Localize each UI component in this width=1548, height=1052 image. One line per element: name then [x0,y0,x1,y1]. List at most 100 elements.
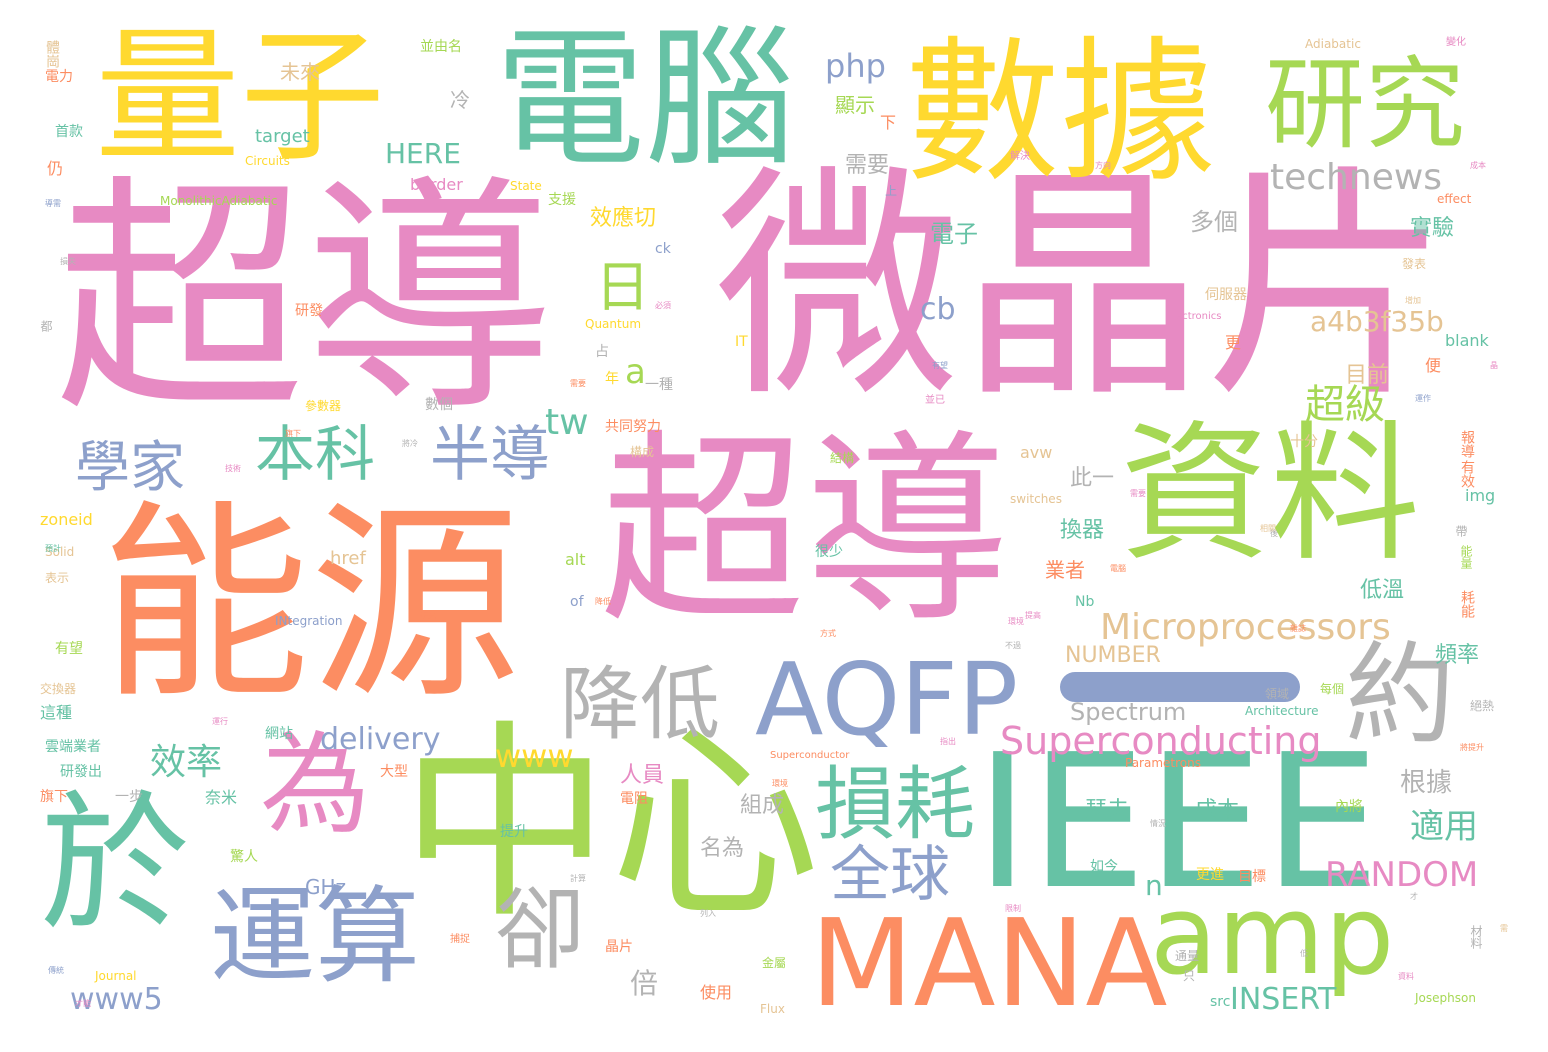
cloud-word: 需要 [1130,489,1146,498]
cloud-word: 降低 [560,658,720,751]
cloud-word: 電力 [45,69,73,85]
cloud-word: 後 [1270,529,1278,538]
cloud-word: 內將 [1335,799,1363,815]
cloud-word: 仍 [44,160,63,176]
cloud-word: Nb [1075,594,1095,610]
cloud-word: target [255,126,310,147]
cloud-word: 換器 [1060,518,1105,543]
cloud-word: zoneid [40,510,93,529]
cloud-word: 有效 [1459,460,1475,488]
cloud-word: 低溫 [1360,578,1405,603]
cloud-word: 目前 [1345,363,1390,388]
cloud-word: 晶片 [605,939,633,955]
cloud-word: 更 [1225,333,1242,352]
cloud-word: 不過 [1005,641,1021,650]
cloud-word: 運行 [212,717,228,726]
cloud-word: Circuits [245,154,290,168]
cloud-word: IT [735,334,748,350]
cloud-word: 相關 [1260,524,1276,533]
cloud-word: 多個 [1190,208,1238,236]
cloud-word: 大型 [380,764,408,780]
cloud-word: 一步 [115,789,143,805]
cloud-word: 旗下 [285,429,301,438]
cloud-word: INSERT [1230,982,1337,1017]
cloud-word: 網站 [265,726,293,742]
cloud-word: 量子 [95,13,385,182]
cloud-word: GHz [305,875,347,899]
cloud-word: 上 [885,184,898,198]
cloud-word: delivery [320,722,441,757]
cloud-word: switches [1010,492,1062,506]
cloud-word: 報導 [1459,430,1475,458]
cloud-word: 體崗 [44,40,60,68]
cloud-word: Superconductor [770,750,850,761]
cloud-word: 材料 [1469,925,1483,949]
cloud-word: 卻 [495,877,585,982]
cloud-word: 電腦 [1110,564,1126,573]
cloud-word: 數個 [425,397,453,413]
cloud-word: 奈米 [205,788,238,807]
cloud-word: 顯示 [835,93,875,117]
cloud-word: 需 [1500,924,1508,933]
cloud-word: img [1465,486,1496,505]
cloud-word: 中心 [400,702,821,947]
cloud-word: 計算 [570,874,586,883]
cloud-word: 金屬 [762,956,787,970]
cloud-word: 損耗 [815,758,975,851]
cloud-word: HERE [385,137,461,170]
cloud-word: Electronics [1167,311,1222,322]
cloud-word: Quantum [585,317,642,331]
cloud-word: php [825,47,886,85]
cloud-word: 名為 [700,836,745,861]
cloud-word: 未來 [280,60,320,84]
cloud-word: 雜誌 [1290,624,1306,633]
cloud-word: 交換器 [40,682,77,696]
cloud-word: 支援 [548,192,576,208]
cloud-word: 列入 [700,909,716,918]
cloud-word: www [495,737,574,775]
cloud-word: href [330,548,366,569]
cloud-word: Adiabatic [1305,37,1361,51]
cloud-word: 便 [1425,356,1442,375]
cloud-word: 此一 [1070,466,1115,491]
cloud-word: 必須 [655,301,671,310]
cloud-word: 運算 [210,876,421,998]
cloud-word: RANDOM [1325,855,1479,895]
cloud-word: 有望 [932,361,948,370]
cloud-word: 目標 [1238,869,1266,885]
cloud-word: MonolithicAdiabatic [160,194,278,208]
cloud-word: 業者 [1045,558,1085,582]
cloud-word: 需要 [570,379,586,388]
cloud-word: n [1145,869,1163,902]
cloud-word: 頻率 [1435,643,1480,668]
cloud-word: 資料 [1398,972,1414,981]
cloud-word: NUMBER [1065,643,1161,668]
cloud-word: 研發出 [60,764,102,780]
cloud-word: State [510,179,542,193]
cloud-word: 更進 [1196,867,1224,883]
bar-shape [1060,672,1300,702]
cloud-word: 首款 [55,124,83,140]
cloud-word: 半導 [430,420,550,490]
cloud-word: a4b3f35b [1310,305,1444,338]
cloud-word: 下 [880,113,897,132]
cloud-word: 才 [1410,892,1418,901]
cloud-word: Solid [45,545,75,559]
cloud-word: 研究 [1265,46,1465,163]
cloud-word: 參數器 [305,399,342,413]
cloud-word: 方式 [820,629,836,638]
cloud-word: 超導 [55,154,555,445]
cloud-word: Josephson [1415,991,1476,1005]
cloud-word: AQFP [755,641,1019,758]
cloud-word: 於 [40,778,191,952]
cloud-word: 約 [1345,631,1455,759]
cloud-word: 提升 [500,824,528,840]
cloud-word: 成本 [1195,798,1240,823]
cloud-word: 結構 [830,451,855,465]
cloud-word: 損失 [60,257,76,266]
cloud-word: 瑟夫 [1085,798,1130,823]
cloud-word: 領域 [1265,687,1290,701]
cloud-word: Microprocessors [1100,607,1391,648]
cloud-word: 將提升 [1460,743,1484,752]
